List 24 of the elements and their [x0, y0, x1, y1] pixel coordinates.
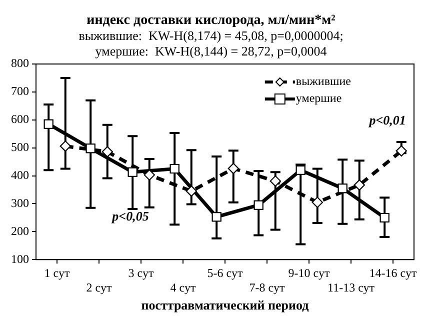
legend-label: умершие	[296, 91, 342, 106]
x-tick-label: 4 сут	[170, 280, 196, 294]
y-tick-label: 200	[11, 224, 29, 238]
y-tick-label: 100	[11, 252, 29, 266]
y-tick-label: 800	[11, 56, 29, 70]
x-tick-label: 9-10 сут	[288, 266, 330, 280]
chart-title: индекс доставки кислорода, мл/мин*м²	[86, 13, 336, 28]
y-tick-label: 600	[11, 112, 29, 126]
chart-subtitle: выжившие: KW-H(8,174) = 45,08, p=0,0000004; умершие: KW-H(8,144) = 28,72, p=0,0004	[78, 28, 344, 59]
x-axis-title: посттравматический период	[141, 298, 310, 313]
annotation: p<0,05	[111, 208, 150, 224]
annotation: p<0,01	[368, 112, 406, 128]
x-tick-label: 7-8 сут	[249, 280, 286, 294]
y-tick-label: 400	[11, 168, 29, 182]
y-tick-label: 500	[11, 140, 29, 154]
y-tick-label: 700	[11, 84, 29, 98]
x-tick-label: 5-6 сут	[207, 266, 244, 280]
x-tick-label: 2 сут	[86, 280, 112, 294]
x-tick-label: 14-16 сут	[369, 266, 418, 280]
x-tick-label: 3 сут	[128, 266, 154, 280]
x-tick-label: 1 сут	[44, 266, 70, 280]
y-tick-label: 300	[11, 196, 29, 210]
legend-label: выжившие	[296, 74, 352, 88]
x-tick-label: 11-13 сут	[328, 280, 376, 294]
